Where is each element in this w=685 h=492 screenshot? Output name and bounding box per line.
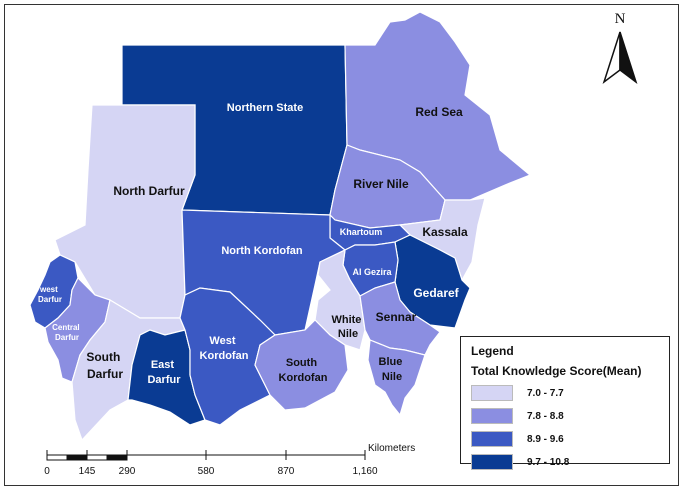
legend-item: 7.8 - 8.8	[471, 408, 659, 424]
label-east-darfur-line1: East	[151, 359, 175, 371]
label-sennar: Sennar	[376, 310, 417, 324]
label-blue-nile-line1: Blue	[379, 356, 403, 368]
label-east-darfur: East Darfur	[147, 359, 181, 386]
legend-item-label: 7.8 - 8.8	[527, 410, 564, 422]
label-central-darfur: Central Darfur	[52, 323, 82, 342]
legend-item: 7.0 - 7.7	[471, 385, 659, 401]
label-central-darfur-line2: Darfur	[55, 333, 79, 342]
legend-title: Legend	[471, 344, 514, 358]
north-arrow-right-half	[619, 31, 638, 85]
legend-item: 8.9 - 9.6	[471, 431, 659, 447]
label-west-kordofan-line2: Kordofan	[200, 350, 249, 362]
label-river-nile: River Nile	[353, 177, 409, 191]
scale-bar-seg	[86, 454, 108, 461]
region-white-nile[interactable]	[314, 248, 366, 351]
region-west-kordofan[interactable]	[179, 287, 276, 426]
label-al-gezira: Al Gezira	[352, 267, 392, 277]
label-south-kordofan-line1: South	[286, 357, 317, 369]
label-blue-nile-line2: Nile	[382, 371, 402, 383]
legend-swatch	[471, 431, 513, 447]
label-south-darfur-line2: Darfur	[87, 367, 123, 381]
legend-swatch	[471, 385, 513, 401]
north-arrow-icon: N	[602, 11, 638, 85]
region-south-kordofan[interactable]	[254, 319, 349, 411]
label-white-nile: White Nile	[331, 314, 364, 340]
scale-bar-seg	[46, 454, 68, 461]
legend-item-label: 7.0 - 7.7	[527, 387, 564, 399]
legend-item-label: 9.7 - 10.8	[527, 456, 570, 468]
label-west-kordofan: West Kordofan	[200, 335, 249, 362]
label-northern-state: Northern State	[227, 102, 303, 114]
label-south-kordofan-line2: Kordofan	[279, 372, 328, 384]
label-north-kordofan: North Kordofan	[221, 245, 303, 257]
label-red-sea: Red Sea	[415, 105, 463, 119]
label-west-darfur-line2: Darfur	[38, 295, 62, 304]
scale-bar-seg	[106, 454, 128, 461]
label-east-darfur-line2: Darfur	[147, 374, 181, 386]
legend-subtitle: Total Knowledge Score(Mean)	[471, 364, 642, 378]
legend-item-label: 8.9 - 9.6	[527, 433, 564, 445]
label-south-darfur: South Darfur	[86, 350, 123, 381]
legend-swatch	[471, 408, 513, 424]
label-blue-nile: Blue Nile	[379, 356, 406, 383]
label-central-darfur-line1: Central	[52, 323, 80, 332]
legend: Legend Total Knowledge Score(Mean) 7.0 -…	[460, 336, 670, 470]
label-kassala: Kassala	[422, 225, 468, 239]
label-west-darfur-line1: west	[39, 285, 58, 294]
label-west-darfur: west Darfur	[38, 285, 62, 304]
label-west-kordofan-line1: West	[209, 335, 235, 347]
scale-tick-label: 580	[198, 466, 215, 477]
scale-tick-label: 0	[44, 466, 50, 477]
scale-tick-label: 290	[119, 466, 136, 477]
label-north-darfur: North Darfur	[113, 184, 185, 198]
label-white-nile-line1: White	[331, 314, 361, 326]
north-arrow-left-half	[602, 31, 621, 85]
label-white-nile-line2: Nile	[338, 328, 358, 340]
legend-item: 9.7 - 10.8	[471, 454, 659, 470]
legend-swatch	[471, 454, 513, 470]
label-gedaref: Gedaref	[413, 286, 459, 300]
scale-bar: 0 145 290 580 870 1,160 Kilometers	[44, 443, 415, 477]
region-blue-nile[interactable]	[367, 339, 426, 417]
label-khartoum: Khartoum	[340, 227, 383, 237]
scale-unit-label: Kilometers	[368, 443, 415, 454]
scale-tick-label: 145	[79, 466, 96, 477]
label-south-kordofan: South Kordofan	[279, 357, 328, 384]
scale-tick-label: 870	[278, 466, 295, 477]
scale-bar-seg	[66, 454, 88, 461]
north-arrow-label: N	[615, 11, 626, 27]
scale-tick-label: 1,160	[352, 466, 377, 477]
label-south-darfur-line1: South	[86, 350, 120, 364]
